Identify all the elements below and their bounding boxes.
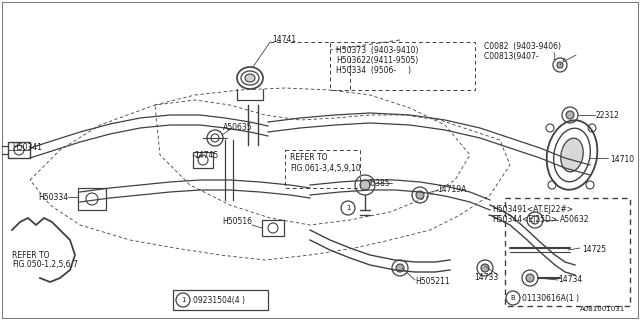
Text: A50635: A50635: [223, 124, 253, 132]
Text: REFER TO: REFER TO: [12, 251, 49, 260]
Circle shape: [176, 293, 190, 307]
Text: C00813(9407-      ): C00813(9407- ): [484, 52, 556, 60]
Text: 14745: 14745: [194, 150, 218, 159]
Text: 14733: 14733: [474, 274, 498, 283]
Circle shape: [416, 191, 424, 199]
Bar: [285, 150, 360, 188]
Text: H505211: H505211: [415, 277, 450, 286]
Circle shape: [566, 111, 574, 119]
Bar: [193, 152, 213, 168]
Bar: [505, 198, 630, 306]
Circle shape: [557, 62, 563, 68]
Text: 14725: 14725: [582, 245, 606, 254]
Text: 14719A: 14719A: [437, 186, 467, 195]
Text: H50334: H50334: [38, 193, 68, 202]
Ellipse shape: [561, 138, 583, 172]
Text: FIG.050-1,2,5,6,7: FIG.050-1,2,5,6,7: [12, 260, 78, 268]
Bar: [262, 220, 284, 236]
Text: H503622(9411-9505): H503622(9411-9505): [336, 55, 419, 65]
Text: 22312: 22312: [596, 110, 620, 119]
Circle shape: [506, 291, 520, 305]
Bar: [173, 290, 268, 310]
Text: 1: 1: [346, 205, 350, 211]
Text: 1: 1: [180, 297, 185, 303]
Text: H503491<AT.EJ22#>: H503491<AT.EJ22#>: [492, 205, 573, 214]
Text: C0082  (9403-9406): C0082 (9403-9406): [484, 42, 561, 51]
Bar: [78, 188, 106, 210]
Text: A081001031: A081001031: [580, 306, 625, 312]
Text: H50344<EJ25D>: H50344<EJ25D>: [492, 215, 557, 225]
Text: A50632: A50632: [560, 215, 589, 225]
Circle shape: [341, 201, 355, 215]
Text: 09231504(4 ): 09231504(4 ): [193, 295, 245, 305]
Text: H50373  (9403-9410): H50373 (9403-9410): [336, 45, 419, 54]
Bar: [330, 42, 475, 90]
Text: 14734: 14734: [558, 276, 582, 284]
Ellipse shape: [245, 74, 255, 82]
Bar: [8, 142, 30, 158]
Text: B: B: [511, 295, 515, 301]
Text: FIG.061-3,4,5,9,10: FIG.061-3,4,5,9,10: [290, 164, 361, 172]
Text: I6385: I6385: [369, 179, 390, 188]
Text: 14741: 14741: [272, 36, 296, 44]
Text: 01130616A(1 ): 01130616A(1 ): [522, 293, 579, 302]
Text: H50341: H50341: [12, 143, 42, 153]
Circle shape: [396, 264, 404, 272]
Text: 14710: 14710: [610, 156, 634, 164]
Circle shape: [360, 180, 370, 190]
Text: REFER TO: REFER TO: [290, 154, 328, 163]
Circle shape: [481, 264, 489, 272]
Circle shape: [526, 274, 534, 282]
Circle shape: [531, 216, 539, 224]
Text: H50516: H50516: [222, 218, 252, 227]
Text: H50334  (9506-     ): H50334 (9506- ): [336, 66, 411, 75]
